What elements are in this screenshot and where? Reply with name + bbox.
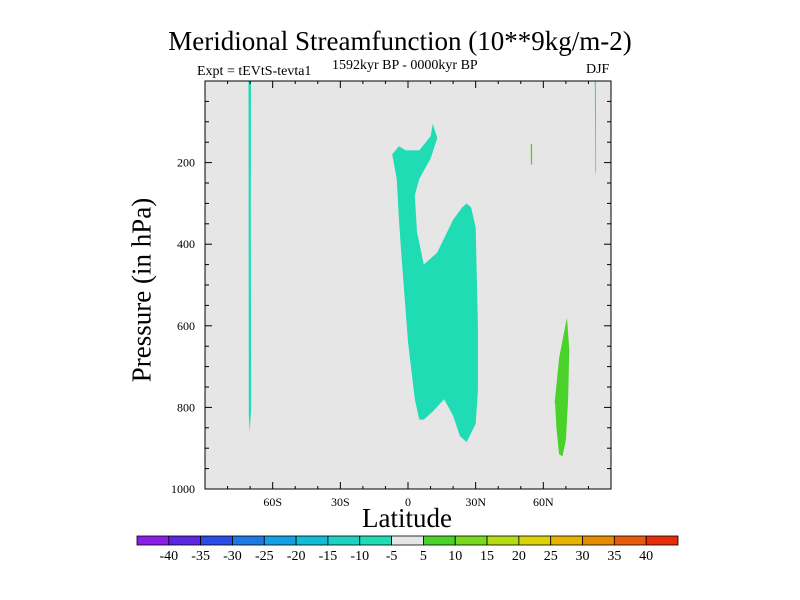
y-tick-label: 200 xyxy=(177,156,195,170)
colorbar-label: -40 xyxy=(159,549,178,564)
experiment-label: Expt = tEVtS-tevta1 xyxy=(197,64,312,79)
axis-ticks: 60S 30S 0 30N 60N 200 400 600 800 1000 xyxy=(171,81,611,509)
x-tick-label: 60N xyxy=(533,495,554,509)
colorbar-swatch-15 xyxy=(613,535,647,546)
colorbar-label: -5 xyxy=(386,549,398,564)
colorbar-label: 10 xyxy=(448,549,462,564)
colorbar-label: 5 xyxy=(420,549,427,564)
chart-title: Meridional Streamfunction (10**9kg/m-2) xyxy=(168,26,632,56)
colorbar-swatch-8 xyxy=(391,535,424,546)
x-tick-label: 60S xyxy=(263,495,282,509)
colorbar-swatch-9 xyxy=(423,535,456,546)
x-tick-label: 30S xyxy=(331,495,350,509)
x-tick-label: 30N xyxy=(465,495,486,509)
contour-region-0 xyxy=(248,81,252,432)
y-tick-label: 800 xyxy=(177,400,195,414)
y-tick-label: 400 xyxy=(177,237,195,251)
colorbar-label: -20 xyxy=(287,549,306,564)
contour-regions xyxy=(248,81,597,457)
y-tick-label: 600 xyxy=(177,319,195,333)
colorbar-swatch-12 xyxy=(518,535,552,546)
colorbar-swatch-14 xyxy=(582,535,615,546)
colorbar-label: 30 xyxy=(576,549,590,564)
y-tick-label: 1000 xyxy=(171,482,195,496)
contour-region-4 xyxy=(554,317,570,457)
colorbar-label: -10 xyxy=(350,549,369,564)
colorbar: -40 -35 -30 -25 -20 -15 -10 -5 5 10 15 20 25 30 35 40 xyxy=(136,535,679,564)
colorbar-swatch-3 xyxy=(232,535,265,546)
colorbar-label: 35 xyxy=(607,549,621,564)
colorbar-swatch-1 xyxy=(168,535,202,546)
colorbar-swatch-13 xyxy=(550,535,583,546)
colorbar-label: -15 xyxy=(319,549,338,564)
colorbar-label: 40 xyxy=(639,549,653,564)
contour-region-1 xyxy=(392,123,478,443)
colorbar-swatch-11 xyxy=(486,535,520,546)
colorbar-swatch-2 xyxy=(200,535,233,546)
colorbar-swatch-5 xyxy=(295,535,329,546)
season-label: DJF xyxy=(586,62,610,77)
colorbar-label: -35 xyxy=(191,549,210,564)
colorbar-label: 15 xyxy=(480,549,494,564)
period-label: 1592kyr BP - 0000kyr BP xyxy=(332,58,478,73)
contour-region-2 xyxy=(594,81,597,175)
colorbar-swatch-0 xyxy=(136,535,170,546)
contour-region-3 xyxy=(530,144,533,165)
colorbar-label: -25 xyxy=(255,549,274,564)
colorbar-label: 25 xyxy=(544,549,558,564)
colorbar-swatch-16 xyxy=(645,535,679,546)
colorbar-label: -30 xyxy=(223,549,242,564)
colorbar-label: 20 xyxy=(512,549,526,564)
x-axis-title: Latitude xyxy=(362,503,452,533)
x-tick-label: 0 xyxy=(405,495,411,509)
colorbar-swatch-7 xyxy=(359,535,392,546)
colorbar-swatch-6 xyxy=(327,535,361,546)
colorbar-swatch-10 xyxy=(454,535,488,546)
colorbar-swatch-4 xyxy=(263,535,297,546)
